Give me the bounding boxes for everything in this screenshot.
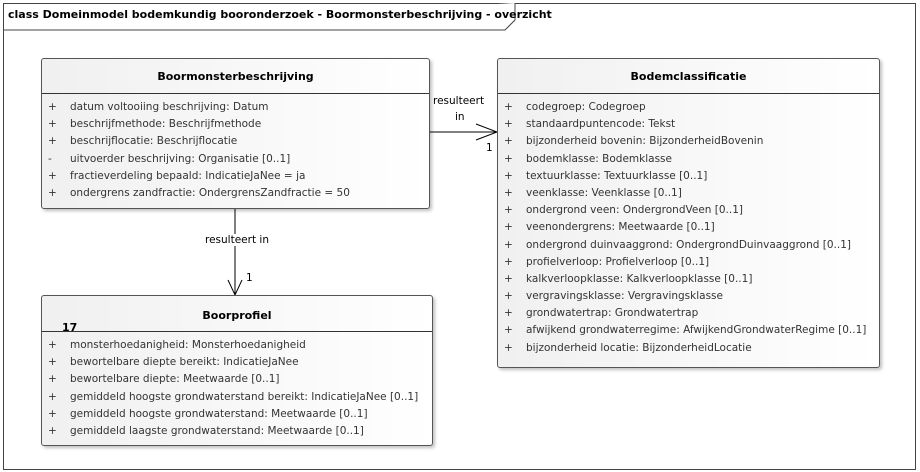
attribute-text: bewortelbare diepte bereikt: IndicatieJa… [70,356,299,369]
visibility-marker: + [504,186,513,199]
visibility-marker: - [48,152,52,165]
diagram-title: class Domeinmodel bodemkundig booronderz… [8,8,552,21]
visibility-marker: + [48,186,57,199]
visibility-marker: + [504,255,513,268]
visibility-marker: + [48,424,57,437]
attribute-text: gemiddeld hoogste grondwaterstand: Meetw… [70,407,368,420]
class-boorprofiel[interactable]: 17 Boorprofiel + monsterhoedanigheid: Mon… [41,295,433,446]
attribute-row[interactable]: + grondwatertrap: Grondwatertrap [498,305,879,322]
attribute-text: monsterhoedanigheid: Monsterhoedanigheid [70,339,306,351]
attribute-text: datum voltooiing beschrijving: Datum [70,101,269,113]
attribute-text: veenklasse: Veenklasse [0..1] [526,186,682,199]
attribute-text: uitvoerder beschrijving: Organisatie [0.… [70,152,291,165]
class-name: Boorprofiel [202,309,272,322]
visibility-marker: + [504,324,513,337]
multiplicity: 1 [246,272,253,284]
attribute-row[interactable]: + bewortelbare diepte bereikt: IndicatieJ… [42,354,432,371]
visibility-marker: + [504,101,513,113]
attribute-text: bodemklasse: Bodemklasse [526,152,672,165]
attribute-text: afwijkend grondwaterregime: AfwijkendGro… [526,324,867,337]
attribute-row[interactable]: + afwijkend grondwaterregime: AfwijkendGr… [498,322,879,339]
attribute-row[interactable]: + codegroep: Codegroep [498,99,879,116]
attribute-text: ondergrens zandfractie: OndergrensZandfr… [70,186,350,199]
visibility-marker: + [504,272,513,285]
visibility-marker: + [504,341,513,354]
attribute-text: gemiddeld hoogste grondwaterstand bereik… [70,390,419,403]
attribute-text: beschrijfmethode: Beschrijfmethode [70,118,262,131]
attribute-row[interactable]: + profielverloop: Profielverloop [0..1] [498,254,879,271]
class-bodemclassificatie[interactable]: Bodemclassificatie + codegroep: Codegroep… [497,58,880,368]
attribute-text: grondwatertrap: Grondwatertrap [526,307,699,320]
visibility-marker: + [48,135,57,148]
class-name: Bodemclassificatie [498,59,879,94]
assoc-label: resulteert [433,95,485,107]
visibility-marker: + [504,152,513,165]
attribute-text: codegroep: Codegroep [526,101,646,113]
attribute-row[interactable]: + vergravingsklasse: Vergravingsklasse [498,288,879,305]
attribute-text: ondergrond duinvaaggrond: OndergrondDuin… [526,238,851,251]
assoc-label: in [455,111,465,123]
visibility-marker: + [504,135,513,148]
title-tab [3,3,516,31]
class-name: Boormonsterbeschrijving [42,59,429,94]
attribute-row[interactable]: + ondergrond veen: OndergrondVeen [0..1] [498,202,879,219]
visibility-marker: + [504,238,513,251]
attribute-row[interactable]: + bijzonderheid locatie: BijzonderheidLoc… [498,340,879,357]
attribute-row[interactable]: + textuurklasse: Textuurklasse [0..1] [498,168,879,185]
attribute-text: beschrijflocatie: Beschrijflocatie [70,135,238,148]
attribute-text: veenondergrens: Meetwaarde [0..1] [526,221,715,234]
visibility-marker: + [504,118,513,131]
visibility-marker: + [48,101,57,113]
attribute-text: gemiddeld laagste grondwaterstand: Meetw… [70,424,364,437]
attribute-row[interactable]: + gemiddeld hoogste grondwaterstand berei… [42,389,432,406]
attribute-row[interactable]: + bodemklasse: Bodemklasse [498,151,879,168]
attribute-row[interactable]: + fractieverdeling bepaald: IndicatieJaNe… [42,168,429,185]
visibility-marker: + [504,307,513,320]
class-boormonsterbeschrijving[interactable]: Boormonsterbeschrijving + datum voltooiin… [41,58,430,209]
visibility-marker: + [48,390,57,403]
visibility-marker: + [48,339,57,351]
attribute-text: bijzonderheid bovenin: BijzonderheidBove… [526,135,764,148]
assoc-label: resulteert in [205,234,269,246]
attribute-row[interactable]: + veenklasse: Veenklasse [0..1] [498,185,879,202]
visibility-marker: + [504,290,513,303]
attribute-text: kalkverloopklasse: Kalkverloopklasse [0.… [526,272,753,285]
attribute-row[interactable]: + gemiddeld laagste grondwaterstand: Meet… [42,423,432,440]
attribute-row[interactable]: + beschrijflocatie: Beschrijflocatie [42,133,429,150]
attribute-text: bijzonderheid locatie: BijzonderheidLoca… [526,341,752,354]
attribute-row[interactable]: + beschrijfmethode: Beschrijfmethode [42,116,429,133]
attribute-text: fractieverdeling bepaald: IndicatieJaNee… [70,169,306,182]
attribute-text: vergravingsklasse: Vergravingsklasse [526,290,723,303]
attribute-row[interactable]: + bijzonderheid bovenin: BijzonderheidBov… [498,133,879,150]
attribute-text: ondergrond veen: OndergrondVeen [0..1] [526,204,744,217]
attribute-row[interactable]: - uitvoerder beschrijving: Organisatie [0… [42,151,429,168]
attribute-row[interactable]: + standaardpuntencode: Tekst [498,116,879,133]
attribute-row[interactable]: + ondergrens zandfractie: OndergrensZandf… [42,185,429,202]
visibility-marker: + [48,169,57,182]
attribute-row[interactable]: + veenondergrens: Meetwaarde [0..1] [498,219,879,236]
attribute-row[interactable]: + ondergrond duinvaaggrond: OndergrondDui… [498,237,879,254]
visibility-marker: + [504,221,513,234]
visibility-marker: + [48,407,57,420]
attribute-row[interactable]: + kalkverloopklasse: Kalkverloopklasse [0… [498,271,879,288]
attribute-text: profielverloop: Profielverloop [0..1] [526,255,710,268]
element-number: 17 [62,321,78,334]
visibility-marker: + [48,118,57,131]
visibility-marker: + [504,169,513,182]
attribute-row[interactable]: + monsterhoedanigheid: Monsterhoedanighei… [42,337,432,354]
attribute-row[interactable]: + gemiddeld hoogste grondwaterstand: Meet… [42,406,432,423]
visibility-marker: + [504,204,513,217]
attribute-row[interactable]: + datum voltooiing beschrijving: Datum [42,99,429,116]
diagram-frame [3,3,916,470]
attribute-text: bewortelbare diepte: Meetwaarde [0..1] [70,373,280,386]
multiplicity: 1 [486,142,493,154]
visibility-marker: + [48,356,57,369]
attribute-row[interactable]: + bewortelbare diepte: Meetwaarde [0..1] [42,371,432,388]
attribute-text: standaardpuntencode: Tekst [526,118,676,131]
visibility-marker: + [48,373,57,386]
attribute-text: textuurklasse: Textuurklasse [0..1] [526,169,708,182]
